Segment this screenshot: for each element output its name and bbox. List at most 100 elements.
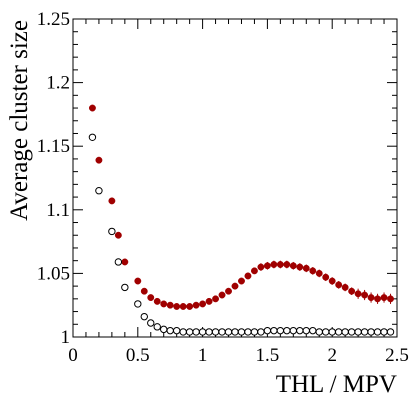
y-axis-label: Average cluster size (6, 20, 33, 221)
data-point-filled (335, 281, 343, 289)
y-tick-label: 1.15 (37, 136, 70, 157)
series-1 (88, 104, 394, 310)
data-point-open (276, 326, 285, 335)
data-point-open (347, 328, 356, 336)
data-point-open (334, 328, 343, 336)
data-point-open (263, 326, 272, 335)
data-point-open (224, 328, 233, 336)
data-point-filled (367, 294, 375, 302)
data-point-filled (134, 277, 142, 285)
data-point-filled (276, 261, 284, 268)
data-point-filled (147, 294, 155, 302)
data-point-filled (263, 262, 271, 270)
y-tick-label: 1.2 (46, 73, 70, 94)
x-axis-label: THL / MPV (276, 371, 397, 398)
data-point-open (373, 328, 382, 336)
data-point-open (218, 328, 226, 336)
data-point-filled (244, 272, 252, 280)
data-point-filled (374, 295, 382, 303)
data-point-filled (361, 291, 369, 299)
data-point-open (231, 328, 239, 336)
data-point-filled (140, 287, 148, 295)
data-point-filled (354, 290, 362, 298)
data-point-open (179, 328, 187, 336)
data-point-open (88, 133, 97, 141)
data-point-filled (380, 294, 388, 302)
data-point-open (172, 326, 181, 335)
data-marks-group (88, 104, 395, 336)
x-tick-label: 1.5 (256, 345, 280, 366)
data-point-filled (387, 295, 394, 303)
data-point-filled (114, 231, 122, 239)
series-2 (88, 133, 395, 336)
data-point-filled (199, 300, 207, 308)
data-point-filled (231, 282, 239, 290)
data-point-filled (212, 295, 220, 303)
data-point-open (166, 326, 174, 335)
plot-frame-group (72, 18, 398, 338)
data-point-open (289, 326, 298, 335)
data-point-filled (108, 197, 116, 205)
data-point-open (341, 328, 349, 336)
data-point-open (354, 328, 362, 336)
data-point-open (386, 328, 395, 336)
data-point-open (134, 300, 142, 308)
x-tick-label: 0 (68, 345, 78, 366)
data-point-open (360, 328, 369, 336)
data-point-open (121, 283, 129, 292)
data-point-filled (322, 273, 330, 281)
data-point-filled (296, 263, 304, 271)
data-point-open (211, 328, 220, 336)
data-point-filled (283, 261, 291, 268)
data-point-open (315, 328, 323, 336)
data-point-open (283, 326, 291, 335)
data-point-filled (309, 267, 317, 275)
data-point-open (309, 326, 317, 335)
data-point-filled (302, 264, 310, 272)
data-point-open (380, 328, 388, 336)
data-point-open (198, 328, 207, 336)
data-point-filled (153, 297, 161, 305)
data-point-open (296, 326, 304, 335)
data-point-filled (160, 300, 168, 308)
data-point-filled (225, 287, 232, 295)
y-tick-label: 1.1 (46, 200, 70, 221)
data-point-open (237, 328, 246, 336)
data-point-open (160, 325, 168, 334)
data-point-open (153, 323, 161, 331)
data-point-filled (88, 104, 96, 112)
y-tick-label: 1 (61, 327, 71, 348)
x-tick-labels: 0 0.5 1 1.5 2 2.5 (68, 345, 409, 366)
data-point-open (367, 328, 375, 336)
data-point-filled (121, 258, 129, 266)
data-point-filled (315, 269, 323, 277)
data-point-open (108, 227, 116, 236)
data-point-open (140, 312, 148, 321)
data-point-open (302, 326, 310, 335)
data-point-filled (238, 277, 245, 285)
data-point-filled (173, 303, 181, 310)
plot-frame (72, 18, 398, 338)
data-point-open (270, 326, 278, 335)
y-tick-label: 1.25 (37, 9, 70, 30)
y-tick-label: 1.05 (37, 263, 70, 284)
data-point-open (328, 328, 336, 336)
data-point-open (244, 328, 252, 336)
data-point-open (257, 328, 265, 336)
data-point-open (95, 187, 103, 195)
tick-marks-group (72, 18, 398, 338)
data-point-filled (166, 301, 174, 309)
data-point-open (185, 328, 194, 336)
data-point-filled (218, 291, 226, 299)
data-point-open (322, 328, 330, 336)
data-point-filled (341, 283, 349, 291)
data-point-filled (205, 297, 213, 305)
data-point-filled (192, 301, 200, 309)
data-point-filled (348, 287, 356, 295)
data-point-filled (289, 262, 297, 270)
data-point-filled (257, 263, 265, 271)
data-point-open (205, 328, 213, 336)
data-point-open (192, 328, 200, 336)
y-tick-labels: 1 1.05 1.1 1.15 1.2 1.25 (37, 9, 70, 348)
